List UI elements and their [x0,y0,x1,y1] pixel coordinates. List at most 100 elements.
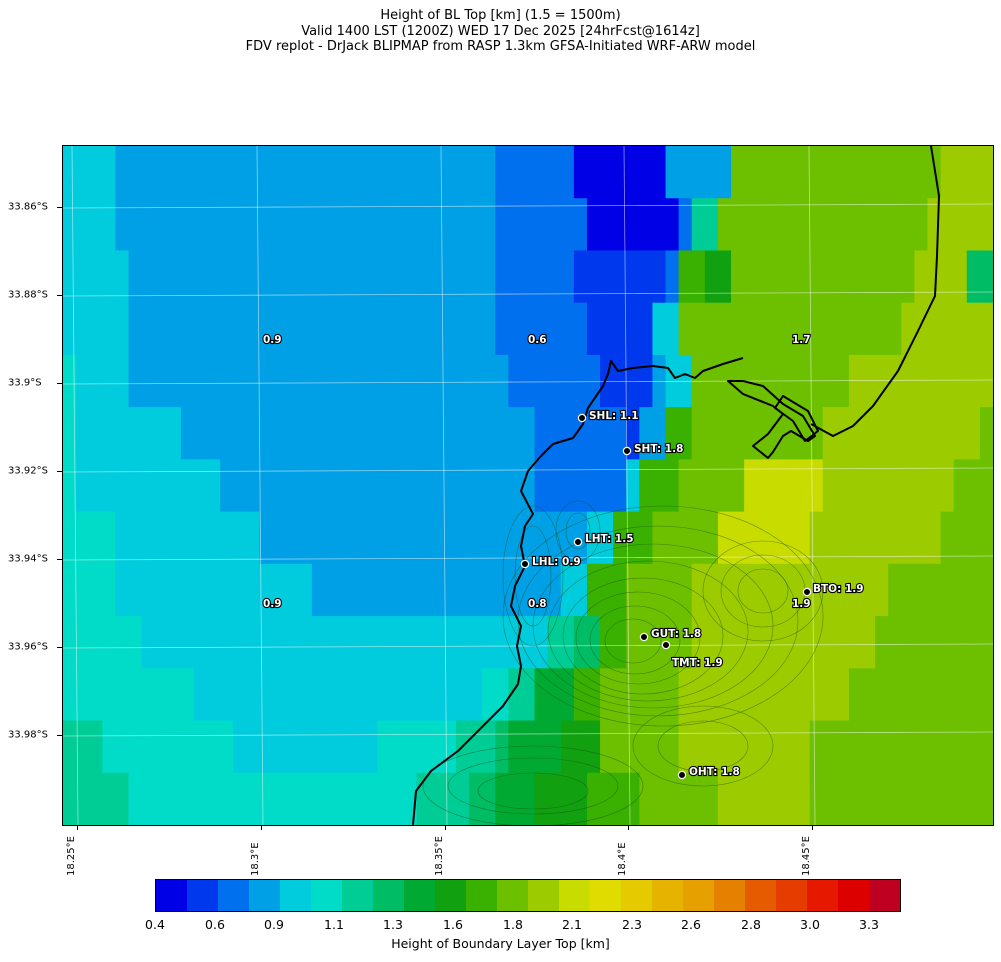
grid-cell [455,198,470,252]
station-lhl[interactable]: LHL: 0.9 [520,555,582,569]
grid-cell [429,146,444,199]
grid-cell [560,354,575,408]
grid-cell [966,616,981,669]
grid-cell [521,198,536,252]
grid-cell [377,198,392,252]
grid-cell [469,302,483,356]
grid-cell [652,302,667,356]
grid-cell [783,459,798,513]
grid-cell [560,511,575,565]
grid-cell [626,563,640,617]
grid-cell [259,354,274,408]
grid-cell [862,146,876,199]
grid-cell [875,302,889,356]
grid-cell [285,720,300,774]
grid-cell [128,146,143,199]
station-bto[interactable]: BTO: 1.9 [802,582,865,597]
grid-cell [534,198,549,252]
grid-cell [141,616,156,669]
grid-cell [128,563,143,617]
grid-cell [311,302,326,356]
grid-cell [691,772,706,825]
grid-cell [76,616,90,669]
grid-cell [560,459,575,513]
station-gut[interactable]: GUT: 1.8 [639,627,702,642]
grid-cell [626,198,640,252]
grid-cell [115,250,130,304]
grid-cell [76,354,90,408]
grid-cell [888,459,902,513]
grid-cell [429,250,444,304]
grid-cell [128,250,143,304]
grid-cell [233,302,247,356]
grid-cell [351,772,365,825]
grid-cell [180,511,195,565]
grid-cell [285,198,300,252]
grid-cell [272,720,287,774]
lon-label: 18.3°E [250,842,261,876]
grid-cell [390,459,405,513]
grid-cell [573,146,588,199]
grid-cell [875,407,889,460]
grid-cell [809,302,824,356]
grid-cell [770,407,785,460]
grid-cell [416,198,431,252]
grid-cell [770,198,785,252]
colorbar-tick-label: 0.6 [205,917,225,932]
grid-cell [63,407,77,460]
grid-cell [141,146,156,199]
grid-cell [338,616,352,669]
grid-cell [390,302,405,356]
grid-cell [914,198,929,252]
colorbar-swatch [404,880,435,911]
grid-cell [835,668,850,722]
grid-cell [888,146,902,199]
grid-cell [783,250,798,304]
grid-cell [220,146,234,199]
grid-cell [914,563,929,617]
grid-cell [442,146,457,199]
station-shl[interactable]: SHL: 1.1 [577,409,640,423]
grid-cell [455,302,470,356]
grid-cell [534,459,549,513]
grid-cell [822,616,837,669]
grid-cell [246,563,261,617]
grid-cell [167,302,182,356]
grid-cell [875,459,889,513]
lat-tick [57,295,62,296]
grid-cell [455,459,470,513]
grid-cell [403,459,418,513]
station-tmt[interactable]: TMT: 1.9 [661,640,724,670]
station-oht[interactable]: OHT: 1.8 [677,765,741,780]
station-lht[interactable]: LHT: 1.5 [573,532,635,547]
grid-cell [508,772,523,825]
station-sht[interactable]: SHT: 1.8 [622,442,685,456]
grid-cell [429,616,444,669]
grid-cell [547,302,562,356]
map-area[interactable]: 0.9 0.6 1.7 0.9 0.8 1.9 SHL: 1.1 SHT: 1.… [62,145,994,826]
field-label: 1.7 [792,334,811,346]
grid-cell [141,198,156,252]
grid-cell [835,250,850,304]
grid-cell [233,354,247,408]
colorbar-swatch [187,880,218,911]
grid-cell [63,720,77,774]
grid-cell [220,198,234,252]
grid-cell [757,250,771,304]
grid-cell [809,720,824,774]
grid-cell [338,563,352,617]
grid-cell [416,511,431,565]
grid-cell [704,668,719,722]
grid-cell [76,146,90,199]
lat-tick [57,559,62,560]
grid-cell [390,511,405,565]
grid-cell [272,616,287,669]
grid-cell [63,563,77,617]
grid-cell [652,407,667,460]
grid-cell [966,198,981,252]
grid-cell [482,302,496,356]
grid-cell [757,511,771,565]
grid-cell [927,302,942,356]
grid-cell [416,563,431,617]
grid-cell [888,198,902,252]
